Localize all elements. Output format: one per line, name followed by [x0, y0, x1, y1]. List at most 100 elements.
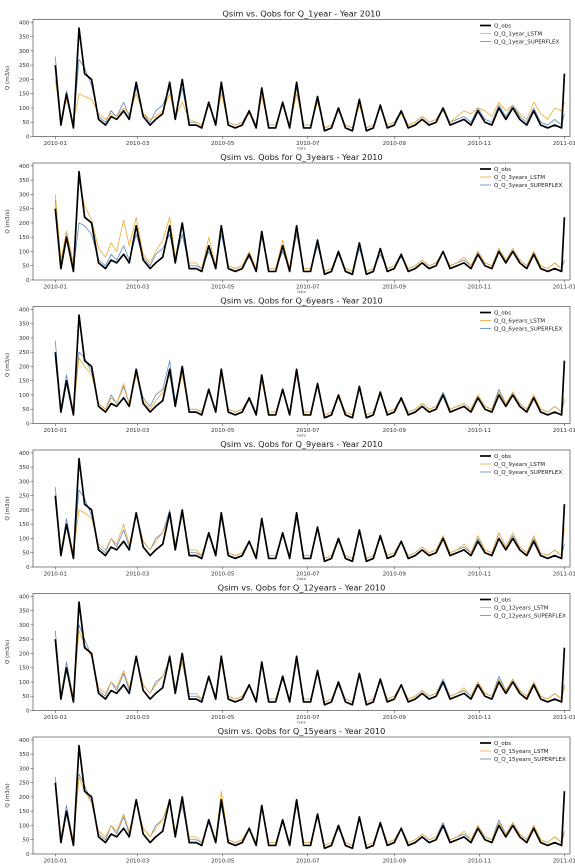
chart-panel: Qsim vs. Qobs for Q_15years - Year 2010 0…: [5, 726, 575, 864]
series-line: [54, 601, 566, 706]
legend-label: Q_Q_1year_SUPERFLEX: [494, 40, 560, 46]
y-tick-label: 350: [19, 465, 30, 471]
legend-label: Q_obs: [494, 598, 511, 604]
y-tick-label: 400: [19, 451, 30, 457]
y-axis-label: Q (m3/s): [5, 209, 11, 233]
y-tick-label: 0: [26, 421, 30, 427]
y-tick-label: 350: [19, 322, 30, 328]
y-tick-label: 400: [19, 20, 30, 26]
legend-label: Q_Q_3years_LSTM: [494, 175, 545, 181]
y-tick-label: 150: [19, 522, 30, 528]
y-tick-label: 300: [19, 479, 30, 485]
chart-panel: Qsim vs. Qobs for Q_1year - Year 2010 0 50…: [5, 9, 575, 151]
y-axis-label: Q (m3/s): [5, 66, 11, 90]
legend-label: Q_Q_6years_LSTM: [494, 319, 545, 325]
x-tick-label: 2010-07: [296, 285, 320, 291]
legend-label: Q_Q_12years_LSTM: [494, 606, 549, 612]
y-tick-label: 0: [26, 565, 30, 571]
y-tick-label: 200: [19, 221, 30, 227]
x-tick-label: 2010-05: [211, 859, 235, 864]
y-tick-label: 150: [19, 92, 30, 98]
series-line: [54, 170, 566, 276]
x-tick-label: 2010-01: [44, 285, 68, 291]
x-tick-label: 2010-03: [126, 859, 150, 864]
x-tick-label: 2010-01: [44, 428, 68, 434]
x-axis-label: Date: [297, 434, 306, 438]
y-axis-label: Q (m3/s): [5, 640, 11, 664]
x-tick-label: 2010-05: [211, 715, 235, 721]
y-tick-label: 150: [19, 379, 30, 385]
chart-title: Qsim vs. Qobs for Q_1year - Year 2010: [222, 9, 380, 19]
y-tick-label: 100: [19, 249, 30, 255]
x-tick-label: 2010-03: [126, 428, 150, 434]
x-axis-label: Date: [297, 577, 306, 581]
chart-title: Qsim vs. Qobs for Q_6years - Year 2010: [220, 296, 382, 306]
x-tick-label: 2010-07: [296, 715, 320, 721]
y-tick-label: 300: [19, 49, 30, 55]
x-tick-label: 2010-11: [468, 715, 492, 721]
y-tick-label: 50: [22, 838, 30, 844]
series-line: [54, 314, 566, 419]
y-tick-label: 100: [19, 106, 30, 112]
x-tick-label: 2011-01: [553, 428, 575, 434]
y-tick-label: 400: [19, 164, 30, 170]
y-tick-label: 250: [19, 63, 30, 69]
x-tick-label: 2010-11: [468, 572, 492, 578]
chart-title: Qsim vs. Qobs for Q_9years - Year 2010: [220, 439, 382, 449]
y-tick-label: 50: [22, 551, 30, 557]
x-tick-label: 2010-09: [383, 859, 407, 864]
x-tick-label: 2010-07: [296, 572, 320, 578]
x-tick-label: 2010-05: [211, 141, 235, 147]
y-tick-label: 50: [22, 694, 30, 700]
y-tick-label: 150: [19, 809, 30, 815]
series-line: [54, 457, 566, 563]
legend-label: Q_obs: [494, 24, 511, 30]
x-tick-label: 2010-01: [44, 572, 68, 578]
x-tick-label: 2010-03: [126, 715, 150, 721]
y-tick-label: 250: [19, 494, 30, 500]
y-tick-label: 200: [19, 651, 30, 657]
y-tick-label: 0: [26, 708, 30, 714]
x-tick-label: 2011-01: [553, 285, 575, 291]
legend-label: Q_obs: [494, 311, 511, 317]
chart-panel: Qsim vs. Qobs for Q_9years - Year 2010 0 5…: [5, 439, 575, 581]
chart-title: Qsim vs. Qobs for Q_3years - Year 2010: [220, 152, 382, 162]
y-tick-label: 200: [19, 508, 30, 514]
x-tick-label: 2011-01: [553, 572, 575, 578]
y-tick-label: 200: [19, 795, 30, 801]
legend-box: [477, 308, 568, 335]
x-tick-label: 2010-05: [211, 572, 235, 578]
x-tick-label: 2011-01: [553, 715, 575, 721]
y-tick-label: 100: [19, 680, 30, 686]
x-tick-label: 2010-11: [468, 285, 492, 291]
y-tick-label: 400: [19, 738, 30, 744]
legend-label: Q_Q_3years_SUPERFLEX: [494, 183, 562, 189]
x-axis-label: Date: [297, 290, 306, 294]
y-tick-label: 250: [19, 781, 30, 787]
x-tick-label: 2010-09: [383, 141, 407, 147]
y-tick-label: 150: [19, 666, 30, 672]
x-tick-label: 2010-01: [44, 141, 68, 147]
y-tick-label: 250: [19, 350, 30, 356]
legend-label: Q_Q_6years_SUPERFLEX: [494, 327, 562, 333]
legend-box: [477, 165, 568, 191]
y-tick-label: 0: [26, 278, 30, 284]
x-tick-label: 2010-11: [468, 141, 492, 147]
chart-title: Qsim vs. Qobs for Q_15years - Year 2010: [218, 726, 386, 736]
legend-box: [477, 452, 568, 478]
y-tick-label: 300: [19, 192, 30, 198]
y-axis-label: Q (m3/s): [5, 783, 11, 807]
y-tick-label: 100: [19, 536, 30, 542]
y-tick-label: 350: [19, 178, 30, 184]
x-tick-label: 2011-01: [553, 141, 575, 147]
chart-panel: Qsim vs. Qobs for Q_6years - Year 2010 0 5…: [5, 296, 575, 438]
y-tick-label: 50: [22, 407, 30, 413]
legend-label: Q_obs: [494, 454, 511, 460]
y-tick-label: 50: [22, 264, 30, 270]
y-tick-label: 0: [26, 134, 30, 140]
y-tick-label: 50: [22, 120, 30, 126]
x-tick-label: 2010-09: [383, 428, 407, 434]
x-tick-label: 2010-01: [44, 715, 68, 721]
x-tick-label: 2010-03: [126, 285, 150, 291]
y-tick-label: 400: [19, 594, 30, 600]
